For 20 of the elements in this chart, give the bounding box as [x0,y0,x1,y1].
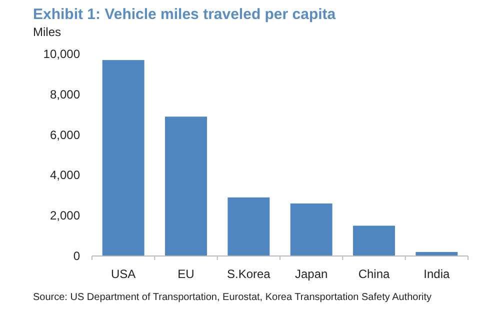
x-tick-label: China [358,267,390,281]
source-note: Source: US Department of Transportation, Eurostat, Korea Transportation Safety Authority [33,292,432,303]
bar [353,226,395,256]
y-axis-title: Miles [33,25,62,39]
x-tick-label: India [424,267,450,281]
bar [228,197,270,256]
y-tick-label: 0 [73,249,80,263]
bar [165,116,207,256]
chart-title: Exhibit 1: Vehicle miles traveled per capita [33,6,336,23]
x-tick-label: Japan [294,267,328,281]
y-tick-label: 6,000 [50,128,80,142]
y-tick-label: 10,000 [43,47,80,61]
y-tick-label: 4,000 [50,168,80,182]
y-tick-label: 2,000 [50,208,80,223]
bar [290,203,332,256]
y-tick-label: 8,000 [50,87,80,102]
x-tick-label: USA [110,267,136,281]
x-tick-label: S.Korea [226,267,271,281]
bar [102,60,144,256]
x-tick-label: EU [178,267,194,281]
